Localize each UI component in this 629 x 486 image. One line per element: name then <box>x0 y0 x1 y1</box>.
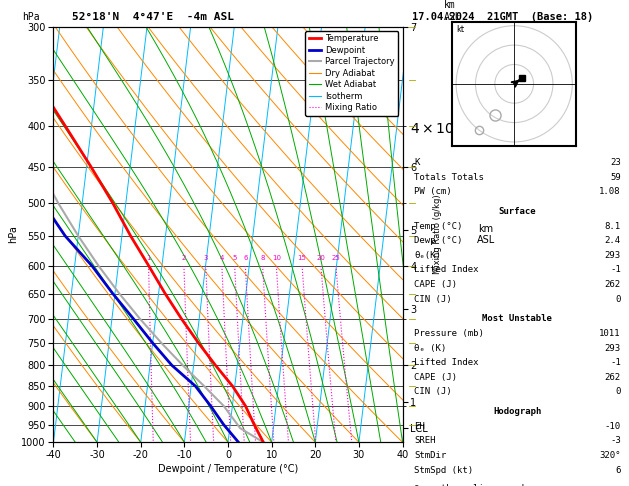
Text: Pressure (mb): Pressure (mb) <box>414 329 484 338</box>
Y-axis label: hPa: hPa <box>9 226 18 243</box>
Text: 6: 6 <box>243 255 248 261</box>
Text: Mixing Ratio (g/kg): Mixing Ratio (g/kg) <box>433 195 442 274</box>
Text: 320°: 320° <box>599 451 621 460</box>
Text: 1: 1 <box>147 255 151 261</box>
Text: 293: 293 <box>604 344 621 353</box>
Text: -10: -10 <box>604 422 621 431</box>
Text: EH: EH <box>414 422 425 431</box>
Text: 1011: 1011 <box>599 329 621 338</box>
Text: 293: 293 <box>604 251 621 260</box>
Text: CAPE (J): CAPE (J) <box>414 280 457 289</box>
Text: km
ASL: km ASL <box>443 0 461 22</box>
Text: 262: 262 <box>604 280 621 289</box>
Text: 4: 4 <box>220 255 224 261</box>
Text: Lifted Index: Lifted Index <box>414 265 479 275</box>
Text: 23: 23 <box>610 158 621 167</box>
Text: 3: 3 <box>204 255 208 261</box>
Text: StmDir: StmDir <box>414 451 446 460</box>
Text: Most Unstable: Most Unstable <box>482 314 552 324</box>
Text: 262: 262 <box>604 373 621 382</box>
Text: Lifted Index: Lifted Index <box>414 358 479 367</box>
Text: 5: 5 <box>233 255 237 261</box>
Text: PW (cm): PW (cm) <box>414 187 452 196</box>
Text: -1: -1 <box>610 358 621 367</box>
Text: 52°18'N  4°47'E  -4m ASL: 52°18'N 4°47'E -4m ASL <box>72 12 235 22</box>
Text: hPa: hPa <box>22 12 40 22</box>
Text: Totals Totals: Totals Totals <box>414 173 484 182</box>
Text: 1.08: 1.08 <box>599 187 621 196</box>
Text: Surface: Surface <box>499 207 536 216</box>
Text: Hodograph: Hodograph <box>493 407 542 417</box>
X-axis label: Dewpoint / Temperature (°C): Dewpoint / Temperature (°C) <box>158 464 298 474</box>
Text: 59: 59 <box>610 173 621 182</box>
Text: -3: -3 <box>610 436 621 446</box>
Y-axis label: km
ASL: km ASL <box>477 224 495 245</box>
Text: -1: -1 <box>610 265 621 275</box>
Text: CIN (J): CIN (J) <box>414 387 452 397</box>
Text: θₑ (K): θₑ (K) <box>414 344 446 353</box>
Text: © weatheronline.co.uk: © weatheronline.co.uk <box>414 484 526 486</box>
Text: 15: 15 <box>298 255 306 261</box>
Text: 2: 2 <box>182 255 186 261</box>
Text: StmSpd (kt): StmSpd (kt) <box>414 466 473 475</box>
Text: 20: 20 <box>316 255 325 261</box>
Text: K: K <box>414 158 420 167</box>
Text: Dewp (°C): Dewp (°C) <box>414 236 462 245</box>
Text: 0: 0 <box>615 295 621 304</box>
Text: 2.4: 2.4 <box>604 236 621 245</box>
Text: θₑ(K): θₑ(K) <box>414 251 441 260</box>
Text: CIN (J): CIN (J) <box>414 295 452 304</box>
Text: 17.04.2024  21GMT  (Base: 18): 17.04.2024 21GMT (Base: 18) <box>412 12 593 22</box>
Text: 8: 8 <box>260 255 265 261</box>
Text: 25: 25 <box>331 255 340 261</box>
Text: SREH: SREH <box>414 436 435 446</box>
Legend: Temperature, Dewpoint, Parcel Trajectory, Dry Adiabat, Wet Adiabat, Isotherm, Mi: Temperature, Dewpoint, Parcel Trajectory… <box>306 31 398 116</box>
Text: 6: 6 <box>615 466 621 475</box>
Text: Temp (°C): Temp (°C) <box>414 222 462 231</box>
Text: CAPE (J): CAPE (J) <box>414 373 457 382</box>
Text: kt: kt <box>456 25 464 34</box>
Text: 0: 0 <box>615 387 621 397</box>
Text: 10: 10 <box>272 255 281 261</box>
Text: 8.1: 8.1 <box>604 222 621 231</box>
